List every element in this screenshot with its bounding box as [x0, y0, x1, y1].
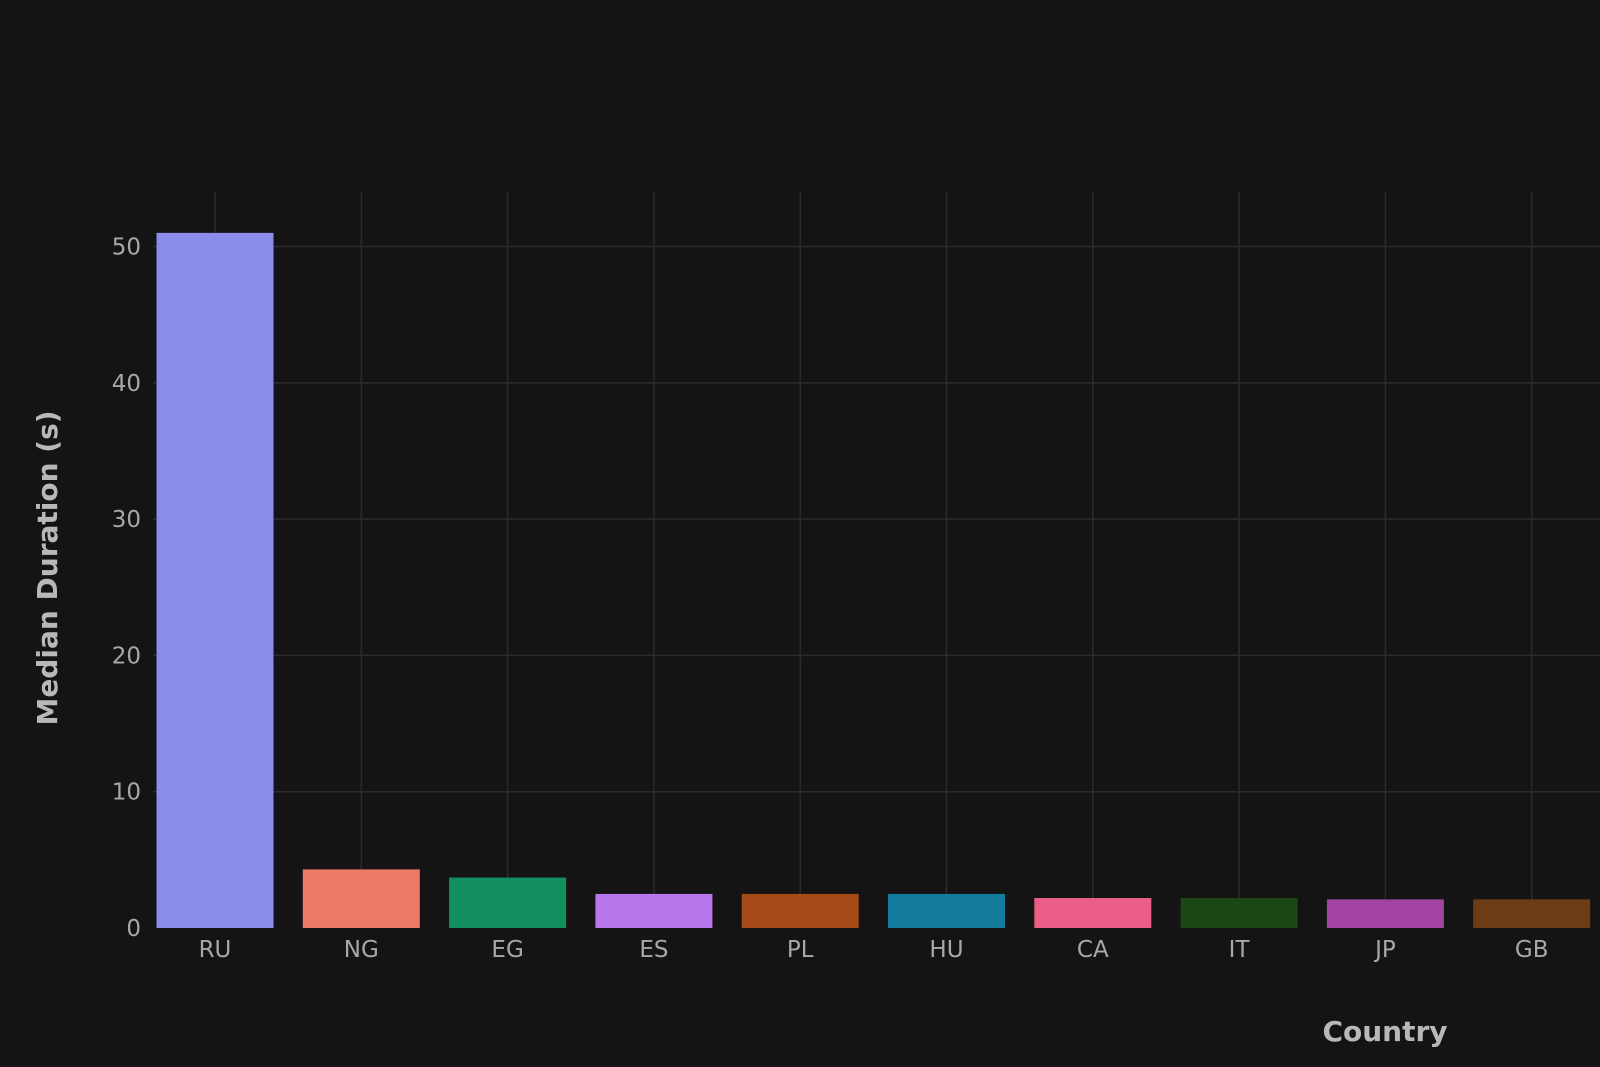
bar-ru: [156, 232, 274, 928]
bar-es: [595, 893, 713, 928]
bar-pl: [741, 893, 859, 928]
x-tick-label: IT: [1229, 937, 1251, 963]
bars: [156, 232, 1591, 928]
x-tick-label: JP: [1373, 937, 1396, 963]
bar-gb: [1473, 899, 1591, 928]
x-tick-label: NG: [344, 937, 379, 963]
x-tick-label: ES: [639, 937, 668, 963]
y-tick-labels: 0 10 20 30 40 50: [112, 235, 141, 942]
x-axis-title: Country: [1322, 1015, 1447, 1048]
y-axis-title: Median Duration (s): [31, 410, 64, 725]
x-tick-label: PL: [787, 937, 814, 963]
x-tick-labels: RU NG EG ES PL HU CA IT JP GB: [199, 937, 1549, 963]
bar-it: [1180, 898, 1298, 928]
x-tick-label: EG: [491, 937, 523, 963]
y-tick-label: 10: [112, 780, 141, 806]
x-tick-label: RU: [199, 937, 232, 963]
y-tick-label: 30: [112, 507, 141, 533]
y-tick-label: 0: [126, 916, 141, 942]
y-tick-label: 20: [112, 643, 141, 669]
y-tick-label: 50: [112, 235, 141, 261]
bar-jp: [1326, 899, 1444, 928]
x-tick-label: GB: [1515, 937, 1549, 963]
y-tick-label: 40: [112, 371, 141, 397]
gridlines: [153, 192, 1600, 928]
bar-eg: [449, 877, 567, 928]
bar-ca: [1034, 898, 1152, 928]
x-tick-label: CA: [1077, 937, 1109, 963]
x-tick-label: HU: [929, 937, 963, 963]
bar-hu: [888, 893, 1005, 928]
bar-ng: [302, 869, 420, 928]
